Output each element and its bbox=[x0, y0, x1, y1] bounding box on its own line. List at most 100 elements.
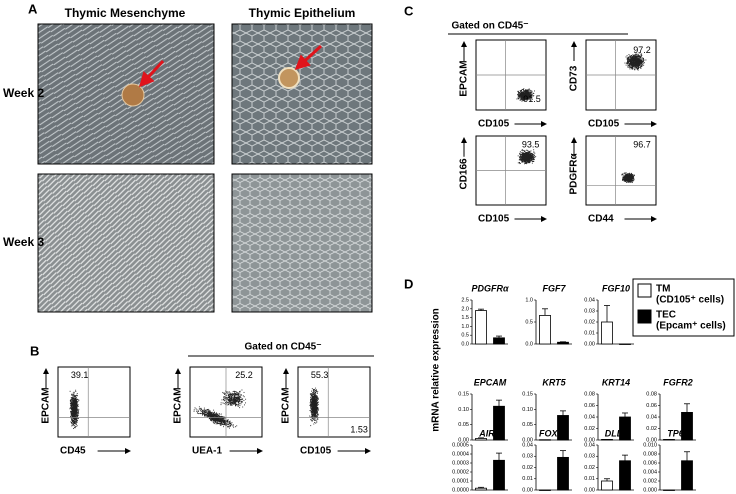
event-dot bbox=[235, 397, 236, 398]
event-dot bbox=[311, 405, 312, 406]
event-dot bbox=[233, 391, 234, 392]
event-dot bbox=[233, 426, 234, 427]
event-dot bbox=[640, 57, 641, 58]
event-dot bbox=[629, 59, 630, 60]
event-dot bbox=[527, 162, 528, 163]
event-dot bbox=[223, 416, 224, 417]
event-dot bbox=[526, 92, 527, 93]
event-dot bbox=[71, 400, 72, 401]
event-dot bbox=[77, 414, 78, 415]
event-dot bbox=[73, 422, 74, 423]
event-dot bbox=[76, 422, 77, 423]
event-dot bbox=[234, 392, 235, 393]
event-dot bbox=[522, 152, 523, 153]
event-dot bbox=[628, 62, 629, 63]
event-dot bbox=[518, 92, 519, 93]
event-dot bbox=[314, 408, 315, 409]
event-dot bbox=[221, 424, 222, 425]
event-dot bbox=[628, 57, 629, 58]
event-dot bbox=[204, 415, 205, 416]
event-dot bbox=[521, 101, 522, 102]
event-dot bbox=[211, 420, 212, 421]
event-dot bbox=[311, 411, 312, 412]
event-dot bbox=[317, 404, 318, 405]
event-dot bbox=[75, 418, 76, 419]
event-dot bbox=[220, 423, 221, 424]
event-dot bbox=[73, 402, 74, 403]
event-dot bbox=[312, 420, 313, 421]
event-dot bbox=[523, 90, 524, 91]
event-dot bbox=[75, 414, 76, 415]
event-dot bbox=[311, 408, 312, 409]
event-dot bbox=[73, 424, 74, 425]
event-dot bbox=[210, 414, 211, 415]
event-dot bbox=[73, 425, 74, 426]
event-dot bbox=[633, 59, 634, 60]
event-dot bbox=[530, 92, 531, 93]
event-dot bbox=[74, 402, 75, 403]
event-dot bbox=[521, 93, 522, 94]
event-dot bbox=[631, 63, 632, 64]
event-dot bbox=[311, 393, 312, 394]
event-dot bbox=[317, 419, 318, 420]
event-dot bbox=[213, 413, 214, 414]
event-dot bbox=[227, 398, 228, 399]
event-dot bbox=[71, 425, 72, 426]
event-dot bbox=[210, 412, 211, 413]
event-dot bbox=[217, 418, 218, 419]
event-dot bbox=[215, 419, 216, 420]
event-dot bbox=[313, 400, 314, 401]
event-dot bbox=[528, 161, 529, 162]
event-dot bbox=[228, 402, 229, 403]
event-dot bbox=[633, 60, 634, 61]
event-dot bbox=[227, 424, 228, 425]
event-dot bbox=[317, 400, 318, 401]
event-dot bbox=[244, 392, 245, 393]
event-dot bbox=[237, 404, 238, 405]
event-dot bbox=[627, 63, 628, 64]
event-dot bbox=[207, 412, 208, 413]
event-dot bbox=[317, 402, 318, 403]
event-dot bbox=[526, 150, 527, 151]
x-axis-label: CD105 bbox=[478, 119, 510, 130]
event-dot bbox=[221, 402, 222, 403]
event-dot bbox=[525, 152, 526, 153]
event-dot bbox=[235, 399, 236, 400]
quadrant-percent: 55.3 bbox=[311, 370, 329, 380]
event-dot bbox=[210, 415, 211, 416]
event-dot bbox=[212, 412, 213, 413]
event-dot bbox=[640, 67, 641, 68]
event-dot bbox=[519, 157, 520, 158]
event-dot bbox=[524, 161, 525, 162]
event-dot bbox=[230, 425, 231, 426]
event-dot bbox=[533, 161, 534, 162]
event-dot bbox=[642, 57, 643, 58]
event-dot bbox=[632, 56, 633, 57]
event-dot bbox=[523, 150, 524, 151]
event-dot bbox=[626, 57, 627, 58]
event-dot bbox=[229, 397, 230, 398]
event-dot bbox=[235, 397, 236, 398]
event-dot bbox=[236, 392, 237, 393]
event-dot bbox=[241, 395, 242, 396]
event-dot bbox=[529, 88, 530, 89]
event-dot bbox=[239, 396, 240, 397]
event-dot bbox=[532, 155, 533, 156]
event-dot bbox=[235, 405, 236, 406]
event-dot bbox=[225, 398, 226, 399]
event-dot bbox=[639, 63, 640, 64]
event-dot bbox=[633, 62, 634, 63]
event-dot bbox=[520, 93, 521, 94]
event-dot bbox=[221, 423, 222, 424]
event-dot bbox=[532, 91, 533, 92]
event-dot bbox=[519, 96, 520, 97]
event-dot bbox=[641, 66, 642, 67]
event-dot bbox=[74, 409, 75, 410]
event-dot bbox=[521, 98, 522, 99]
event-dot bbox=[239, 401, 240, 402]
event-dot bbox=[318, 414, 319, 415]
event-dot bbox=[626, 65, 627, 66]
event-dot bbox=[635, 69, 636, 70]
event-dot bbox=[521, 154, 522, 155]
event-dot bbox=[244, 404, 245, 405]
